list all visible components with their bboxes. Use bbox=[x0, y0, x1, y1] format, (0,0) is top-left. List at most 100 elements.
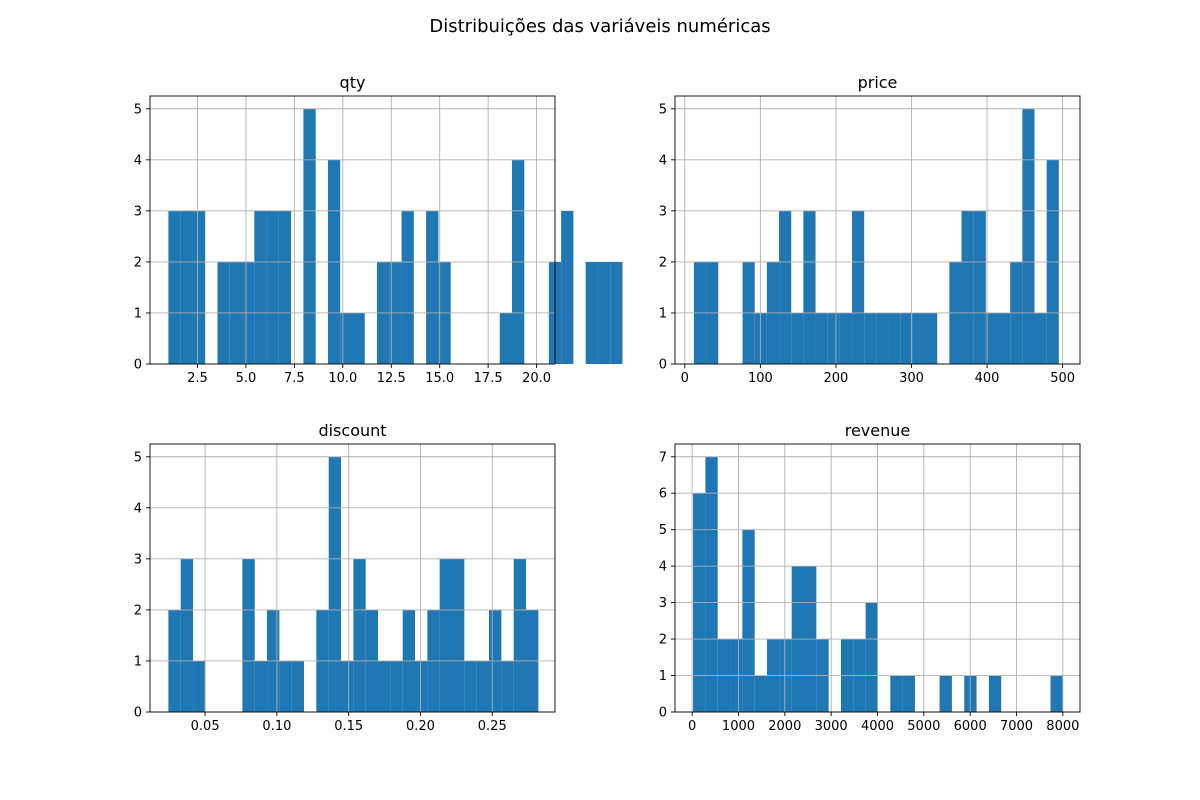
x-tick-label: 0 bbox=[681, 371, 689, 386]
x-tick-label: 6000 bbox=[954, 719, 987, 734]
histogram-bar bbox=[561, 210, 574, 364]
histogram-bar bbox=[390, 660, 403, 712]
histogram-bar bbox=[1050, 675, 1063, 712]
y-tick-label: 5 bbox=[659, 523, 667, 538]
histogram-bar bbox=[827, 312, 840, 364]
x-tick-label: 17.5 bbox=[474, 371, 503, 386]
histogram-bar bbox=[501, 660, 514, 712]
x-tick-label: 7.5 bbox=[284, 371, 305, 386]
x-tick-label: 3000 bbox=[815, 719, 848, 734]
histogram-bar bbox=[513, 558, 527, 712]
histogram-bar bbox=[279, 660, 292, 712]
x-tick-label: 0.20 bbox=[406, 719, 435, 734]
histogram-bar bbox=[328, 456, 342, 712]
x-tick-label: 20.0 bbox=[522, 371, 551, 386]
y-tick-label: 5 bbox=[659, 102, 667, 117]
histogram-revenue: revenue 0 1000 2000 3000 4000 5000 6000 7000 8000… bbox=[659, 421, 1081, 734]
y-tick-label: 2 bbox=[134, 255, 142, 270]
histogram-bar bbox=[852, 210, 865, 364]
histogram-bar bbox=[754, 675, 768, 712]
histogram-bar bbox=[401, 210, 414, 364]
histogram-bar bbox=[180, 558, 194, 712]
histogram-discount: discount 0.05 0.10 0.15 0.20 0.25 0 1 2 3 4 5 bbox=[134, 421, 556, 734]
histogram-bar bbox=[585, 261, 598, 364]
y-tick-label: 4 bbox=[659, 153, 667, 168]
histogram-bar bbox=[452, 558, 465, 712]
x-tick-label: 2000 bbox=[768, 719, 801, 734]
axes-frame bbox=[674, 95, 1081, 365]
x-tick-label: 0.25 bbox=[478, 719, 507, 734]
x-tick-label: 15.0 bbox=[425, 371, 454, 386]
x-tick-label: 0.05 bbox=[191, 719, 220, 734]
y-tick-label: 4 bbox=[659, 560, 667, 575]
x-tick-label: 100 bbox=[748, 371, 773, 386]
histogram-bar bbox=[341, 660, 354, 712]
histogram-bar bbox=[266, 210, 279, 364]
histogram-bar bbox=[439, 558, 453, 712]
histogram-bar bbox=[168, 210, 181, 364]
panel-title: revenue bbox=[845, 421, 911, 440]
histogram-bar bbox=[925, 312, 938, 364]
histogram-bar bbox=[352, 312, 365, 364]
y-tick-label: 5 bbox=[134, 102, 142, 117]
histogram-bar bbox=[378, 660, 391, 712]
histogram-bar bbox=[876, 312, 889, 364]
x-tick-label: 200 bbox=[824, 371, 849, 386]
x-tick-label: 300 bbox=[899, 371, 924, 386]
axes-frame bbox=[149, 443, 556, 713]
y-tick-label: 4 bbox=[134, 153, 142, 168]
x-tick-label: 4000 bbox=[861, 719, 894, 734]
histogram-bar bbox=[254, 210, 267, 364]
histogram-bar bbox=[254, 660, 268, 712]
y-tick-label: 1 bbox=[659, 669, 667, 684]
panel-title: qty bbox=[340, 73, 366, 92]
histogram-bar bbox=[1034, 312, 1047, 364]
y-tick-label: 4 bbox=[134, 501, 142, 516]
x-tick-label: 0.15 bbox=[334, 719, 363, 734]
histogram-bar bbox=[890, 675, 903, 712]
histogram-bar bbox=[961, 210, 974, 364]
y-tick-label: 3 bbox=[134, 204, 142, 219]
x-tick-label: 0.10 bbox=[262, 719, 291, 734]
histogram-bar bbox=[998, 312, 1011, 364]
x-tick-label: 12.5 bbox=[377, 371, 406, 386]
histogram-bar bbox=[415, 660, 428, 712]
histogram-bar bbox=[839, 312, 853, 364]
histogram-bar bbox=[779, 210, 792, 364]
panel-title: price bbox=[858, 73, 898, 92]
histogram-bar bbox=[791, 312, 804, 364]
histogram-bar bbox=[340, 312, 353, 364]
histogram-bar bbox=[985, 312, 999, 364]
histogram-price: price 0 100 200 300 400 500 0 1 2 3 4 5 bbox=[659, 73, 1081, 386]
y-tick-label: 0 bbox=[134, 358, 142, 373]
histogram-bar bbox=[803, 210, 816, 364]
axes-frame bbox=[149, 95, 556, 365]
x-tick-label: 5000 bbox=[907, 719, 940, 734]
histogram-bar bbox=[912, 312, 926, 364]
x-tick-label: 400 bbox=[975, 371, 1000, 386]
histogram-bar bbox=[193, 660, 206, 712]
histogram-bar bbox=[939, 675, 952, 712]
histogram-bar bbox=[988, 675, 1002, 712]
y-tick-label: 2 bbox=[134, 603, 142, 618]
x-tick-label: 2.5 bbox=[187, 371, 208, 386]
histogram-bar bbox=[242, 558, 255, 712]
histogram-bar bbox=[180, 210, 193, 364]
histogram-bar bbox=[597, 261, 611, 364]
x-tick-label: 8000 bbox=[1046, 719, 1079, 734]
histogram-bar bbox=[865, 602, 878, 712]
histogram-bar bbox=[888, 312, 901, 364]
y-tick-label: 3 bbox=[134, 552, 142, 567]
y-tick-label: 1 bbox=[134, 306, 142, 321]
histogram-bar bbox=[742, 529, 755, 712]
y-tick-label: 7 bbox=[659, 450, 667, 465]
figure-title: Distribuições das variáveis numéricas bbox=[429, 16, 770, 37]
y-tick-label: 6 bbox=[659, 487, 667, 502]
histogram-bar bbox=[705, 456, 718, 712]
histogram-bar bbox=[476, 660, 490, 712]
x-tick-label: 5.0 bbox=[236, 371, 257, 386]
y-tick-label: 2 bbox=[659, 633, 667, 648]
y-tick-label: 3 bbox=[659, 204, 667, 219]
y-tick-label: 3 bbox=[659, 596, 667, 611]
y-tick-label: 0 bbox=[659, 358, 667, 373]
